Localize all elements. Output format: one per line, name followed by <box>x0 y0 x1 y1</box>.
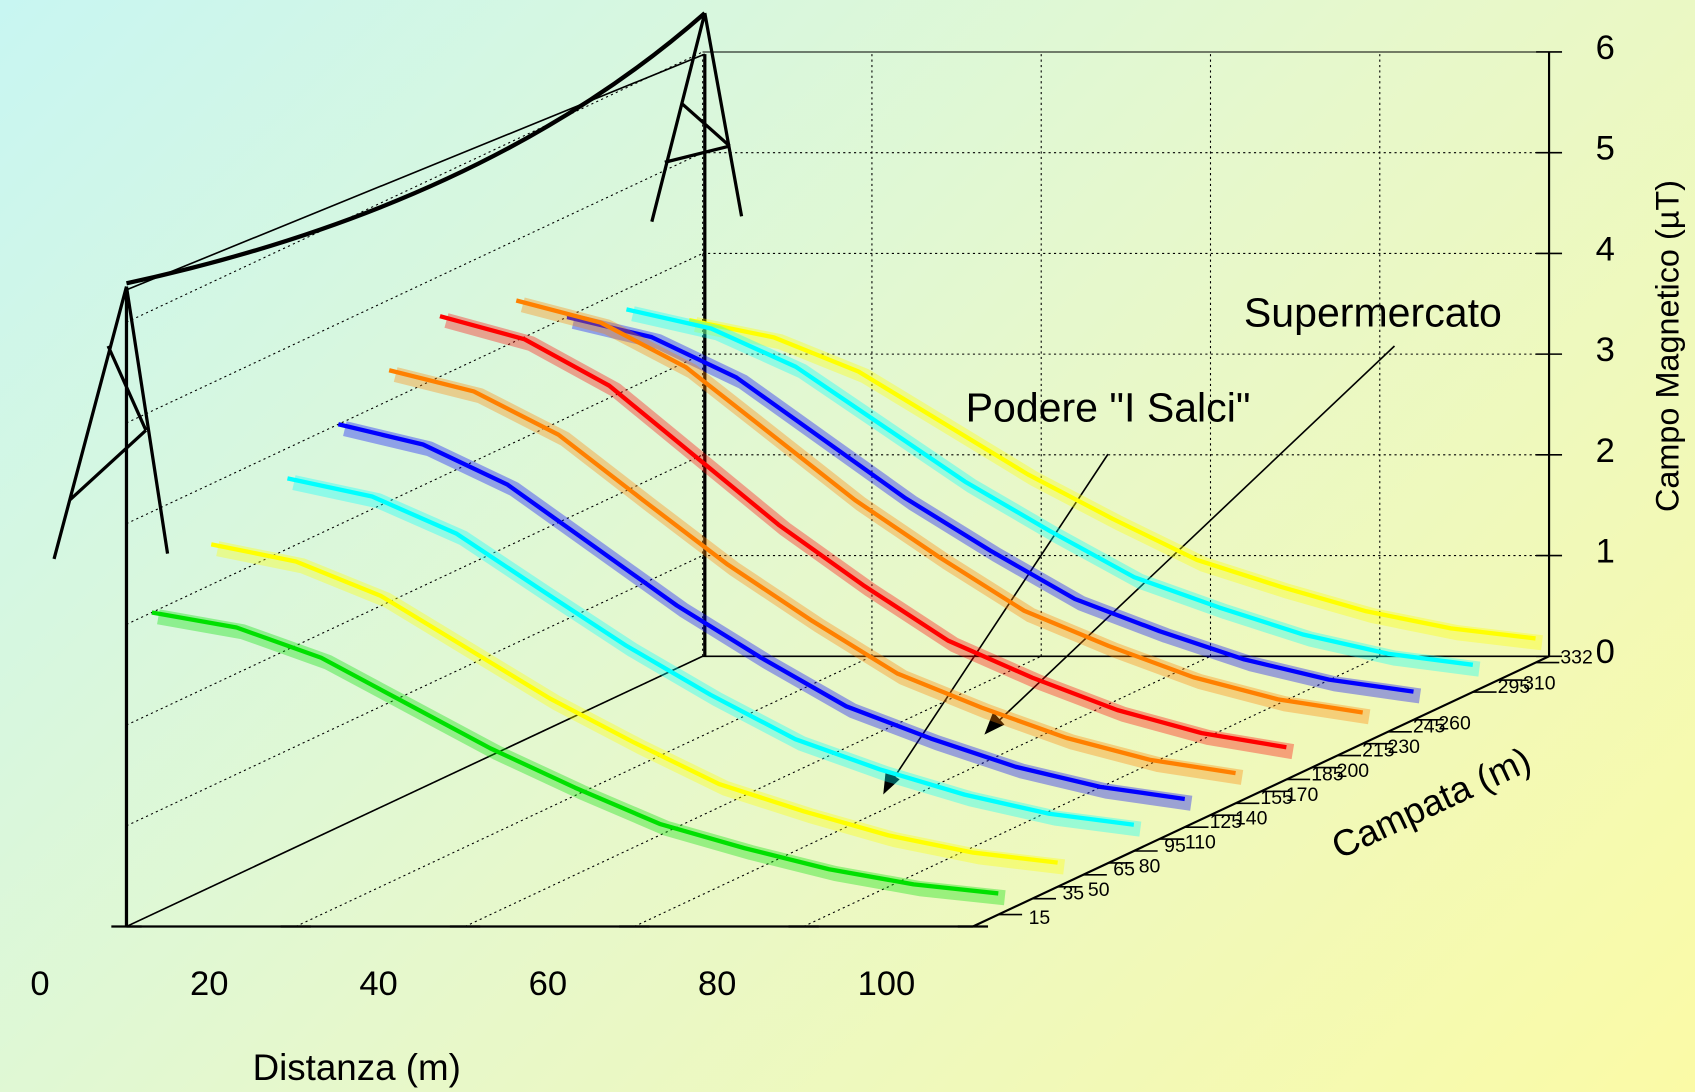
x-tick-label: 40 <box>359 965 397 1003</box>
conductor <box>126 54 704 290</box>
x-tick-label: 60 <box>529 965 567 1003</box>
chart: 0204060801001535506580951101251401551701… <box>0 0 1695 1092</box>
conductor <box>126 13 704 283</box>
grid-line <box>126 455 702 725</box>
ribbon-shadow <box>696 325 1542 643</box>
z-axis-label: Campo Magnetico (µT) <box>1650 180 1686 512</box>
y-tick-label: 332 <box>1560 646 1592 668</box>
y-tick-label: 140 <box>1235 808 1268 830</box>
annotation: Supermercato <box>1244 290 1502 336</box>
z-tick-label: 4 <box>1596 230 1615 268</box>
y-tick-label: 50 <box>1088 879 1110 901</box>
left-pylon <box>54 287 168 927</box>
z-tick-label: 3 <box>1596 331 1615 369</box>
z-tick-label: 6 <box>1596 29 1615 67</box>
y-tick-label: 95 <box>1164 835 1186 857</box>
grid-line <box>126 52 702 322</box>
y-tick-label: 230 <box>1388 736 1421 758</box>
page: 0204060801001535506580951101251401551701… <box>0 0 1695 1092</box>
y-tick-label: 260 <box>1438 712 1471 734</box>
y-axis-label: Campata (m) <box>1325 739 1537 867</box>
x-axis-label: Distanza (m) <box>253 1047 461 1088</box>
y-tick-label: 15 <box>1029 907 1051 929</box>
x-tick-label: 100 <box>858 965 916 1003</box>
z-tick-label: 1 <box>1596 533 1615 571</box>
ribbon <box>689 320 1535 638</box>
surface <box>152 301 1542 898</box>
y-tick-label: 170 <box>1286 784 1319 806</box>
z-tick-label: 5 <box>1596 130 1615 168</box>
x-tick-label: 0 <box>30 965 49 1003</box>
z-tick-label: 0 <box>1596 633 1615 671</box>
z-tick-label: 2 <box>1596 432 1615 470</box>
y-tick-label: 80 <box>1139 855 1161 877</box>
x-tick-label: 20 <box>190 965 228 1003</box>
pylons <box>54 13 742 926</box>
y-tick-label: 310 <box>1523 673 1556 695</box>
x-tick-label: 80 <box>698 965 736 1003</box>
grid-line <box>126 556 702 826</box>
annotation: Podere "I Salci" <box>966 385 1251 431</box>
y-tick-label: 200 <box>1337 760 1370 782</box>
y-tick-label: 110 <box>1185 832 1216 854</box>
y-tick-label: 65 <box>1113 859 1135 881</box>
y-tick-label: 35 <box>1062 883 1084 905</box>
